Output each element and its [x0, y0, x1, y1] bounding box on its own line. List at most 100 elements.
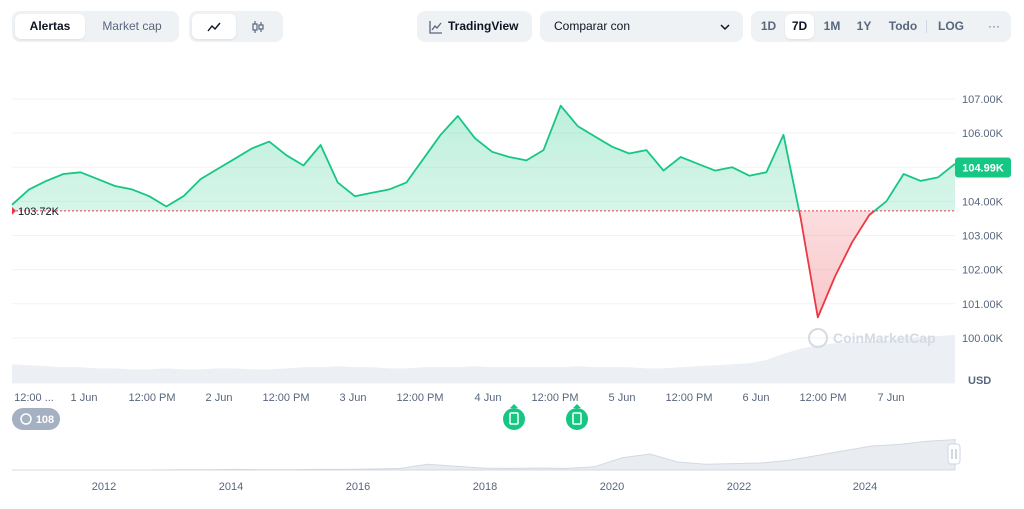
data-point: [662, 169, 664, 171]
current-price-label: 104.99K: [962, 163, 1004, 175]
data-point: [851, 241, 853, 243]
data-point: [560, 105, 562, 107]
overview-area: [12, 439, 956, 471]
data-point: [199, 178, 201, 180]
data-point: [525, 159, 527, 161]
data-point: [45, 180, 47, 182]
current-price-badge: [955, 157, 1011, 178]
data-point: [28, 188, 30, 190]
data-point: [422, 158, 424, 160]
y-tick-label: 106.00K: [962, 128, 1004, 140]
data-point: [697, 163, 699, 165]
candlestick-icon: [252, 21, 264, 33]
compare-label: Comparar con: [554, 19, 631, 33]
baseline-marker: [12, 206, 16, 215]
x-tick-label: 2 Jun: [206, 392, 233, 404]
data-point: [577, 125, 579, 127]
data-point: [628, 152, 630, 154]
y-tick-label: 101.00K: [962, 299, 1004, 311]
news-marker-pointer: [510, 404, 518, 408]
range-all-button[interactable]: Todo: [888, 19, 918, 33]
range-selector: 1D 7D 1M 1Y Todo LOG ···: [751, 11, 1011, 42]
candlestick-chart-button[interactable]: [236, 14, 280, 39]
data-point: [817, 316, 819, 318]
data-point: [62, 173, 64, 175]
data-point: [388, 188, 390, 190]
y-tick-label: 104.00K: [962, 196, 1004, 208]
data-point: [285, 154, 287, 156]
range-1d-button[interactable]: 1D: [760, 19, 777, 33]
data-point: [131, 188, 133, 190]
currency-label: USD: [968, 375, 991, 387]
data-point: [474, 137, 476, 139]
history-icon: [20, 413, 32, 425]
data-point: [508, 156, 510, 158]
range-1m-button[interactable]: 1M: [823, 19, 841, 33]
data-point: [645, 149, 647, 151]
price-area: [12, 105, 955, 318]
volume-fill: [12, 335, 955, 383]
data-point: [114, 185, 116, 187]
price-line-up: [11, 104, 956, 211]
chart-type-toggle: [189, 11, 283, 42]
data-point: [337, 181, 339, 183]
news-marker-icon: [566, 408, 588, 430]
data-point: [902, 173, 904, 175]
overview-year-label: 2024: [853, 481, 877, 493]
overview-year-label: 2014: [219, 481, 243, 493]
data-point: [765, 171, 767, 173]
chart-markers: 103.72K CoinMarketCap 108: [11, 105, 939, 430]
range-7d-button[interactable]: 7D: [785, 14, 814, 39]
log-toggle-button[interactable]: LOG: [938, 19, 964, 33]
x-tick-label: 12:00 ...: [14, 392, 54, 404]
data-point: [714, 169, 716, 171]
x-tick-label: 12:00 PM: [531, 392, 578, 404]
x-tick-label: 12:00 PM: [262, 392, 309, 404]
alerts-tab[interactable]: Alertas: [15, 14, 85, 39]
data-point: [680, 156, 682, 158]
chevron-down-icon: [720, 24, 730, 31]
data-point: [11, 204, 13, 206]
data-point: [782, 134, 784, 136]
data-point: [542, 149, 544, 151]
document-icon: [509, 412, 519, 425]
x-tick-label: 12:00 PM: [665, 392, 712, 404]
x-tick-label: 12:00 PM: [396, 392, 443, 404]
cmc-logo-icon: [808, 328, 828, 348]
data-point: [885, 200, 887, 202]
overview-navigator[interactable]: 2012 2014 2016 2018 2020 2022 2024: [12, 439, 961, 493]
line-chart-button[interactable]: [192, 14, 236, 39]
tradingview-icon: [429, 21, 442, 34]
more-options-button[interactable]: ···: [988, 19, 1000, 33]
line-chart-icon: [207, 22, 221, 32]
y-axis: 100.00K101.00K102.00K103.00K104.00K105.0…: [955, 94, 1011, 387]
overview-handle: [947, 443, 961, 465]
document-icon: [572, 412, 582, 425]
data-point: [937, 176, 939, 178]
y-tick-label: 107.00K: [962, 94, 1004, 106]
events-count: 108: [36, 414, 54, 426]
market-cap-tab[interactable]: Market cap: [102, 19, 162, 33]
x-tick-label: 5 Jun: [609, 392, 636, 404]
data-point: [234, 158, 236, 160]
overview-year-label: 2018: [473, 481, 497, 493]
x-tick-label: 7 Jun: [878, 392, 905, 404]
data-point: [800, 217, 802, 219]
data-point: [748, 175, 750, 177]
view-toggle: Alertas Market cap: [12, 11, 179, 42]
events-badge: [12, 408, 60, 430]
data-point: [731, 166, 733, 168]
data-point: [182, 195, 184, 197]
baseline-label: 103.72K: [18, 206, 60, 218]
compare-dropdown[interactable]: Comparar con: [540, 11, 743, 42]
y-tick-label: 102.00K: [962, 265, 1004, 277]
x-axis: 12:00 ... 1 Jun 12:00 PM 2 Jun 12:00 PM 3 Jun…: [14, 392, 904, 404]
range-1y-button[interactable]: 1Y: [856, 19, 872, 33]
data-point: [354, 195, 356, 197]
data-point: [457, 115, 459, 117]
news-marker-pointer: [573, 404, 581, 408]
data-point: [405, 181, 407, 183]
tradingview-button[interactable]: TradingView: [417, 11, 532, 42]
data-point: [97, 178, 99, 180]
